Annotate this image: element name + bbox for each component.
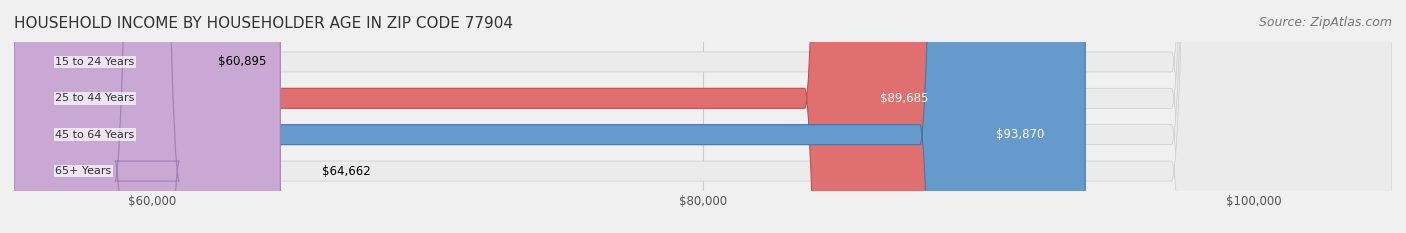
Text: $89,685: $89,685 xyxy=(880,92,928,105)
FancyBboxPatch shape xyxy=(14,0,280,233)
Text: $64,662: $64,662 xyxy=(322,164,370,178)
FancyBboxPatch shape xyxy=(14,0,1085,233)
Text: HOUSEHOLD INCOME BY HOUSEHOLDER AGE IN ZIP CODE 77904: HOUSEHOLD INCOME BY HOUSEHOLDER AGE IN Z… xyxy=(14,16,513,31)
FancyBboxPatch shape xyxy=(14,0,1392,233)
Text: $60,895: $60,895 xyxy=(218,55,266,69)
FancyBboxPatch shape xyxy=(14,0,1392,233)
FancyBboxPatch shape xyxy=(14,0,1392,233)
FancyBboxPatch shape xyxy=(14,0,970,233)
Text: 45 to 64 Years: 45 to 64 Years xyxy=(55,130,135,140)
Text: Source: ZipAtlas.com: Source: ZipAtlas.com xyxy=(1258,16,1392,29)
Text: 25 to 44 Years: 25 to 44 Years xyxy=(55,93,135,103)
Text: 65+ Years: 65+ Years xyxy=(55,166,111,176)
FancyBboxPatch shape xyxy=(11,0,180,233)
Text: $93,870: $93,870 xyxy=(995,128,1043,141)
Text: 15 to 24 Years: 15 to 24 Years xyxy=(55,57,135,67)
FancyBboxPatch shape xyxy=(14,0,1392,233)
